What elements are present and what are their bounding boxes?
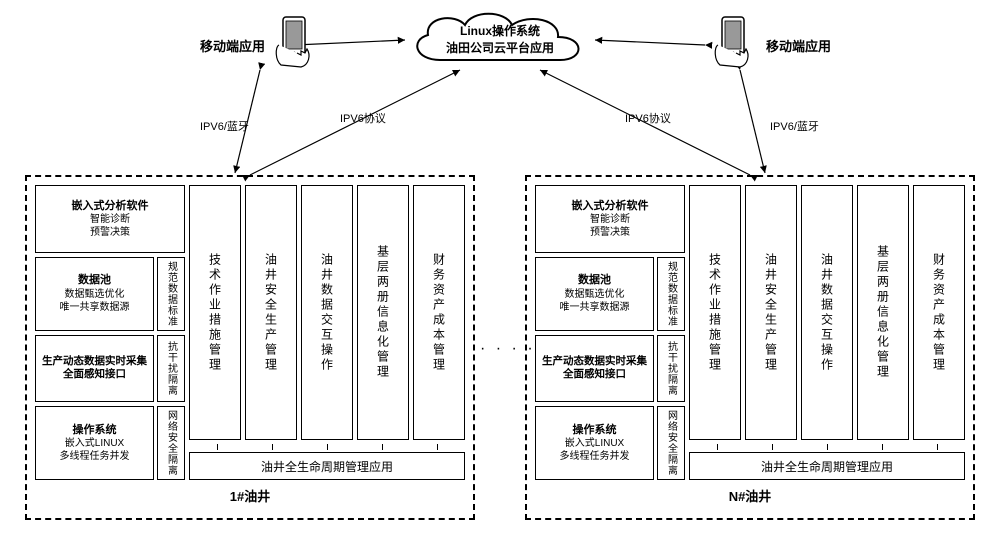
panel-label-1: 1#油井 (35, 486, 465, 505)
well-panel-1: 嵌入式分析软件 智能诊断 预警决策 数据池 数据甄选优化 唯一共享数据源 规范数… (25, 175, 475, 520)
label-ipv6-bt-l: IPV6/蓝牙 (200, 118, 249, 134)
mobile-left-label: 移动端应用 (200, 36, 265, 55)
vcol-base-info-n: 基层两册信息化管理 (857, 185, 909, 440)
phone-hand-icon (271, 15, 321, 75)
box-data-pool: 数据池 数据甄选优化 唯一共享数据源 (35, 257, 154, 331)
box-os-n: 操作系统 嵌入式LINUX 多线程任务并发 (535, 406, 654, 480)
box-std-n: 规范数据标准 (657, 257, 685, 331)
left-stack: 嵌入式分析软件 智能诊断 预警决策 数据池 数据甄选优化 唯一共享数据源 规范数… (35, 185, 185, 480)
cloud: Linux操作系统 油田公司云平台应用 (400, 5, 600, 75)
vcol-row: 技术作业措施管理 油井安全生产管理 油井数据交互操作 基层两册信息化管理 财务资… (189, 185, 465, 440)
box-dynamic-data-n: 生产动态数据实时采集全面感知接口 (535, 335, 654, 403)
vcol-safety-n: 油井安全生产管理 (745, 185, 797, 440)
vcol-tech: 技术作业措施管理 (189, 185, 241, 440)
box-data-pool-n: 数据池 数据甄选优化 唯一共享数据源 (535, 257, 654, 331)
box-embedded-sw-n: 嵌入式分析软件 智能诊断 预警决策 (535, 185, 685, 253)
vcol-finance-n: 财务资产成本管理 (913, 185, 965, 440)
box-net-security: 网络安全隔离 (157, 406, 185, 480)
label-ipv6-r: IPV6协议 (625, 110, 671, 126)
box-anti-interference: 抗干扰隔离 (157, 335, 185, 403)
vcol-tech-n: 技术作业措施管理 (689, 185, 741, 440)
label-ipv6-bt-r: IPV6/蓝牙 (770, 118, 819, 134)
box-os: 操作系统 嵌入式LINUX 多线程任务并发 (35, 406, 154, 480)
vcol-data-ix: 油井数据交互操作 (301, 185, 353, 440)
mobile-right: 移动端应用 (710, 15, 831, 75)
box-anti-interference-n: 抗干扰隔离 (657, 335, 685, 403)
cloud-line2: 油田公司云平台应用 (400, 40, 600, 57)
vcol-row-n: 技术作业措施管理 油井安全生产管理 油井数据交互操作 基层两册信息化管理 财务资… (689, 185, 965, 440)
vcol-finance: 财务资产成本管理 (413, 185, 465, 440)
phone-hand-icon (710, 15, 760, 75)
mobile-left: 移动端应用 (200, 15, 321, 75)
label-ipv6-l: IPV6协议 (340, 110, 386, 126)
panel-label-n: N#油井 (535, 486, 965, 505)
left-stack-n: 嵌入式分析软件 智能诊断 预警决策 数据池 数据甄选优化 唯一共享数据源 规范数… (535, 185, 685, 480)
box-embedded-sw: 嵌入式分析软件 智能诊断 预警决策 (35, 185, 185, 253)
well-panel-n: 嵌入式分析软件 智能诊断 预警决策 数据池 数据甄选优化 唯一共享数据源 规范数… (525, 175, 975, 520)
vcol-data-ix-n: 油井数据交互操作 (801, 185, 853, 440)
vcol-base-info: 基层两册信息化管理 (357, 185, 409, 440)
vcol-safety: 油井安全生产管理 (245, 185, 297, 440)
box-net-security-n: 网络安全隔离 (657, 406, 685, 480)
box-dynamic-data: 生产动态数据实时采集全面感知接口 (35, 335, 154, 403)
box-std: 规范数据标准 (157, 257, 185, 331)
cloud-line1: Linux操作系统 (400, 23, 600, 40)
mobile-right-label: 移动端应用 (766, 36, 831, 55)
bottom-bar: 油井全生命周期管理应用 (189, 452, 465, 480)
bottom-bar-n: 油井全生命周期管理应用 (689, 452, 965, 480)
